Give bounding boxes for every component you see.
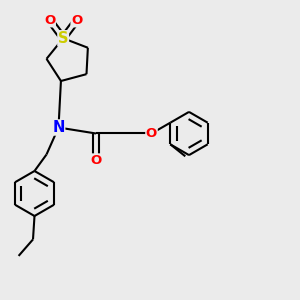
Text: O: O <box>71 14 82 27</box>
Text: N: N <box>52 120 65 135</box>
Text: O: O <box>90 154 102 167</box>
Text: O: O <box>44 14 55 27</box>
Text: S: S <box>58 31 68 46</box>
Text: O: O <box>146 127 157 140</box>
